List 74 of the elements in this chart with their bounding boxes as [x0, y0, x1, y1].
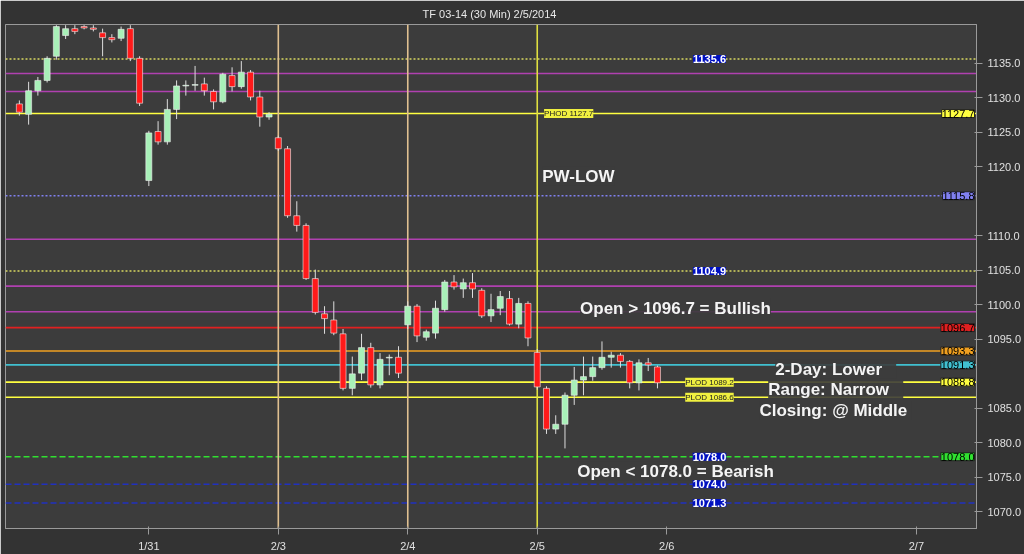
y-tick-label: 1105.0 — [987, 264, 1021, 277]
y-tick-label: 1120.0 — [987, 160, 1021, 173]
annotation: 1135.6 — [692, 53, 726, 66]
candlestick — [191, 65, 199, 92]
y-tick-label: 1135.0 — [987, 57, 1021, 70]
y-tick-label: 1130.0 — [987, 91, 1021, 104]
candlestick — [404, 300, 412, 330]
candlestick — [598, 340, 606, 371]
annotation: 1074.0 — [692, 478, 727, 491]
x-tick-label: 2/5 — [529, 539, 545, 552]
ref-line-label: 1078.0 — [940, 450, 975, 463]
ref-line-label: 1096.7 — [940, 321, 975, 334]
y-tick-label: 1075.0 — [987, 471, 1022, 484]
candlestick — [210, 88, 217, 110]
candlestick — [154, 120, 162, 146]
candlestick — [25, 81, 32, 126]
candlestick — [348, 356, 356, 396]
ref-line-label: 1093.3 — [940, 345, 975, 358]
x-tick-label: 2/6 — [659, 539, 675, 552]
y-tick-label: 1095.0 — [987, 333, 1022, 346]
candlestick — [182, 79, 190, 97]
y-tick-label: 1070.0 — [987, 505, 1022, 518]
candlestick — [71, 24, 79, 35]
chart-title: TF 03-14 (30 Min) 2/5/2014 — [422, 7, 557, 20]
annotation: Open < 1078.0 = Bearish — [577, 461, 774, 481]
y-tick-label: 1085.0 — [987, 402, 1022, 415]
candlestick — [552, 414, 560, 435]
annotation: 1104.9 — [692, 264, 726, 277]
annotation: PW-LOW — [542, 166, 616, 186]
candlestick — [228, 66, 236, 92]
candlestick — [293, 200, 301, 233]
annotation: 2-Day: Lower — [775, 359, 883, 379]
candlestick — [589, 356, 597, 382]
candlestick — [395, 345, 402, 379]
candlestick — [570, 366, 578, 406]
annotation: Open > 1096.7 = Bullish — [580, 298, 771, 318]
x-tick-label: 2/7 — [908, 539, 925, 552]
candlestick — [43, 55, 51, 83]
annotation: 1071.3 — [692, 496, 727, 509]
y-tick-label: 1125.0 — [987, 126, 1021, 139]
candlestick — [580, 356, 587, 396]
candlestick — [385, 354, 393, 376]
y-tick-label: 1080.0 — [987, 436, 1022, 449]
annotation: 1078.0 — [692, 450, 727, 463]
ref-line-label: 1115.8 — [942, 189, 975, 202]
candlestick — [450, 274, 458, 291]
candlestick — [487, 293, 495, 323]
candlestick — [99, 28, 106, 57]
candlestick — [238, 60, 245, 90]
x-tick-label: 2/3 — [270, 539, 286, 552]
ref-line-label: 1127.7 — [941, 107, 975, 120]
candlestick — [515, 297, 523, 329]
x-tick-label: 1/31 — [138, 539, 160, 552]
candlestick — [256, 90, 264, 128]
candlestick — [469, 272, 476, 299]
candlestick — [626, 359, 634, 389]
y-tick-label: 1100.0 — [987, 298, 1021, 311]
ref-line-label: 1088.8 — [940, 376, 975, 389]
candlestick — [459, 278, 467, 299]
annotation: PHOD 1127.7 — [544, 109, 594, 119]
candlestick — [173, 79, 180, 120]
candlestick — [635, 358, 643, 391]
candlestick — [265, 111, 273, 121]
annotation: PLOD 1086.6 — [685, 392, 735, 402]
x-tick-label: 2/4 — [400, 539, 416, 552]
annotation: Range: Narrow — [768, 380, 890, 400]
candlestick — [34, 76, 42, 97]
ref-line-label: 1091.3 — [940, 358, 975, 371]
candlestick — [496, 290, 504, 316]
candlestick — [321, 305, 328, 335]
y-tick-label: 1110.0 — [987, 229, 1020, 242]
annotation: PLOD 1089.2 — [685, 377, 735, 387]
annotation: Closing: @ Middle — [759, 401, 908, 421]
candlestick — [330, 300, 338, 336]
